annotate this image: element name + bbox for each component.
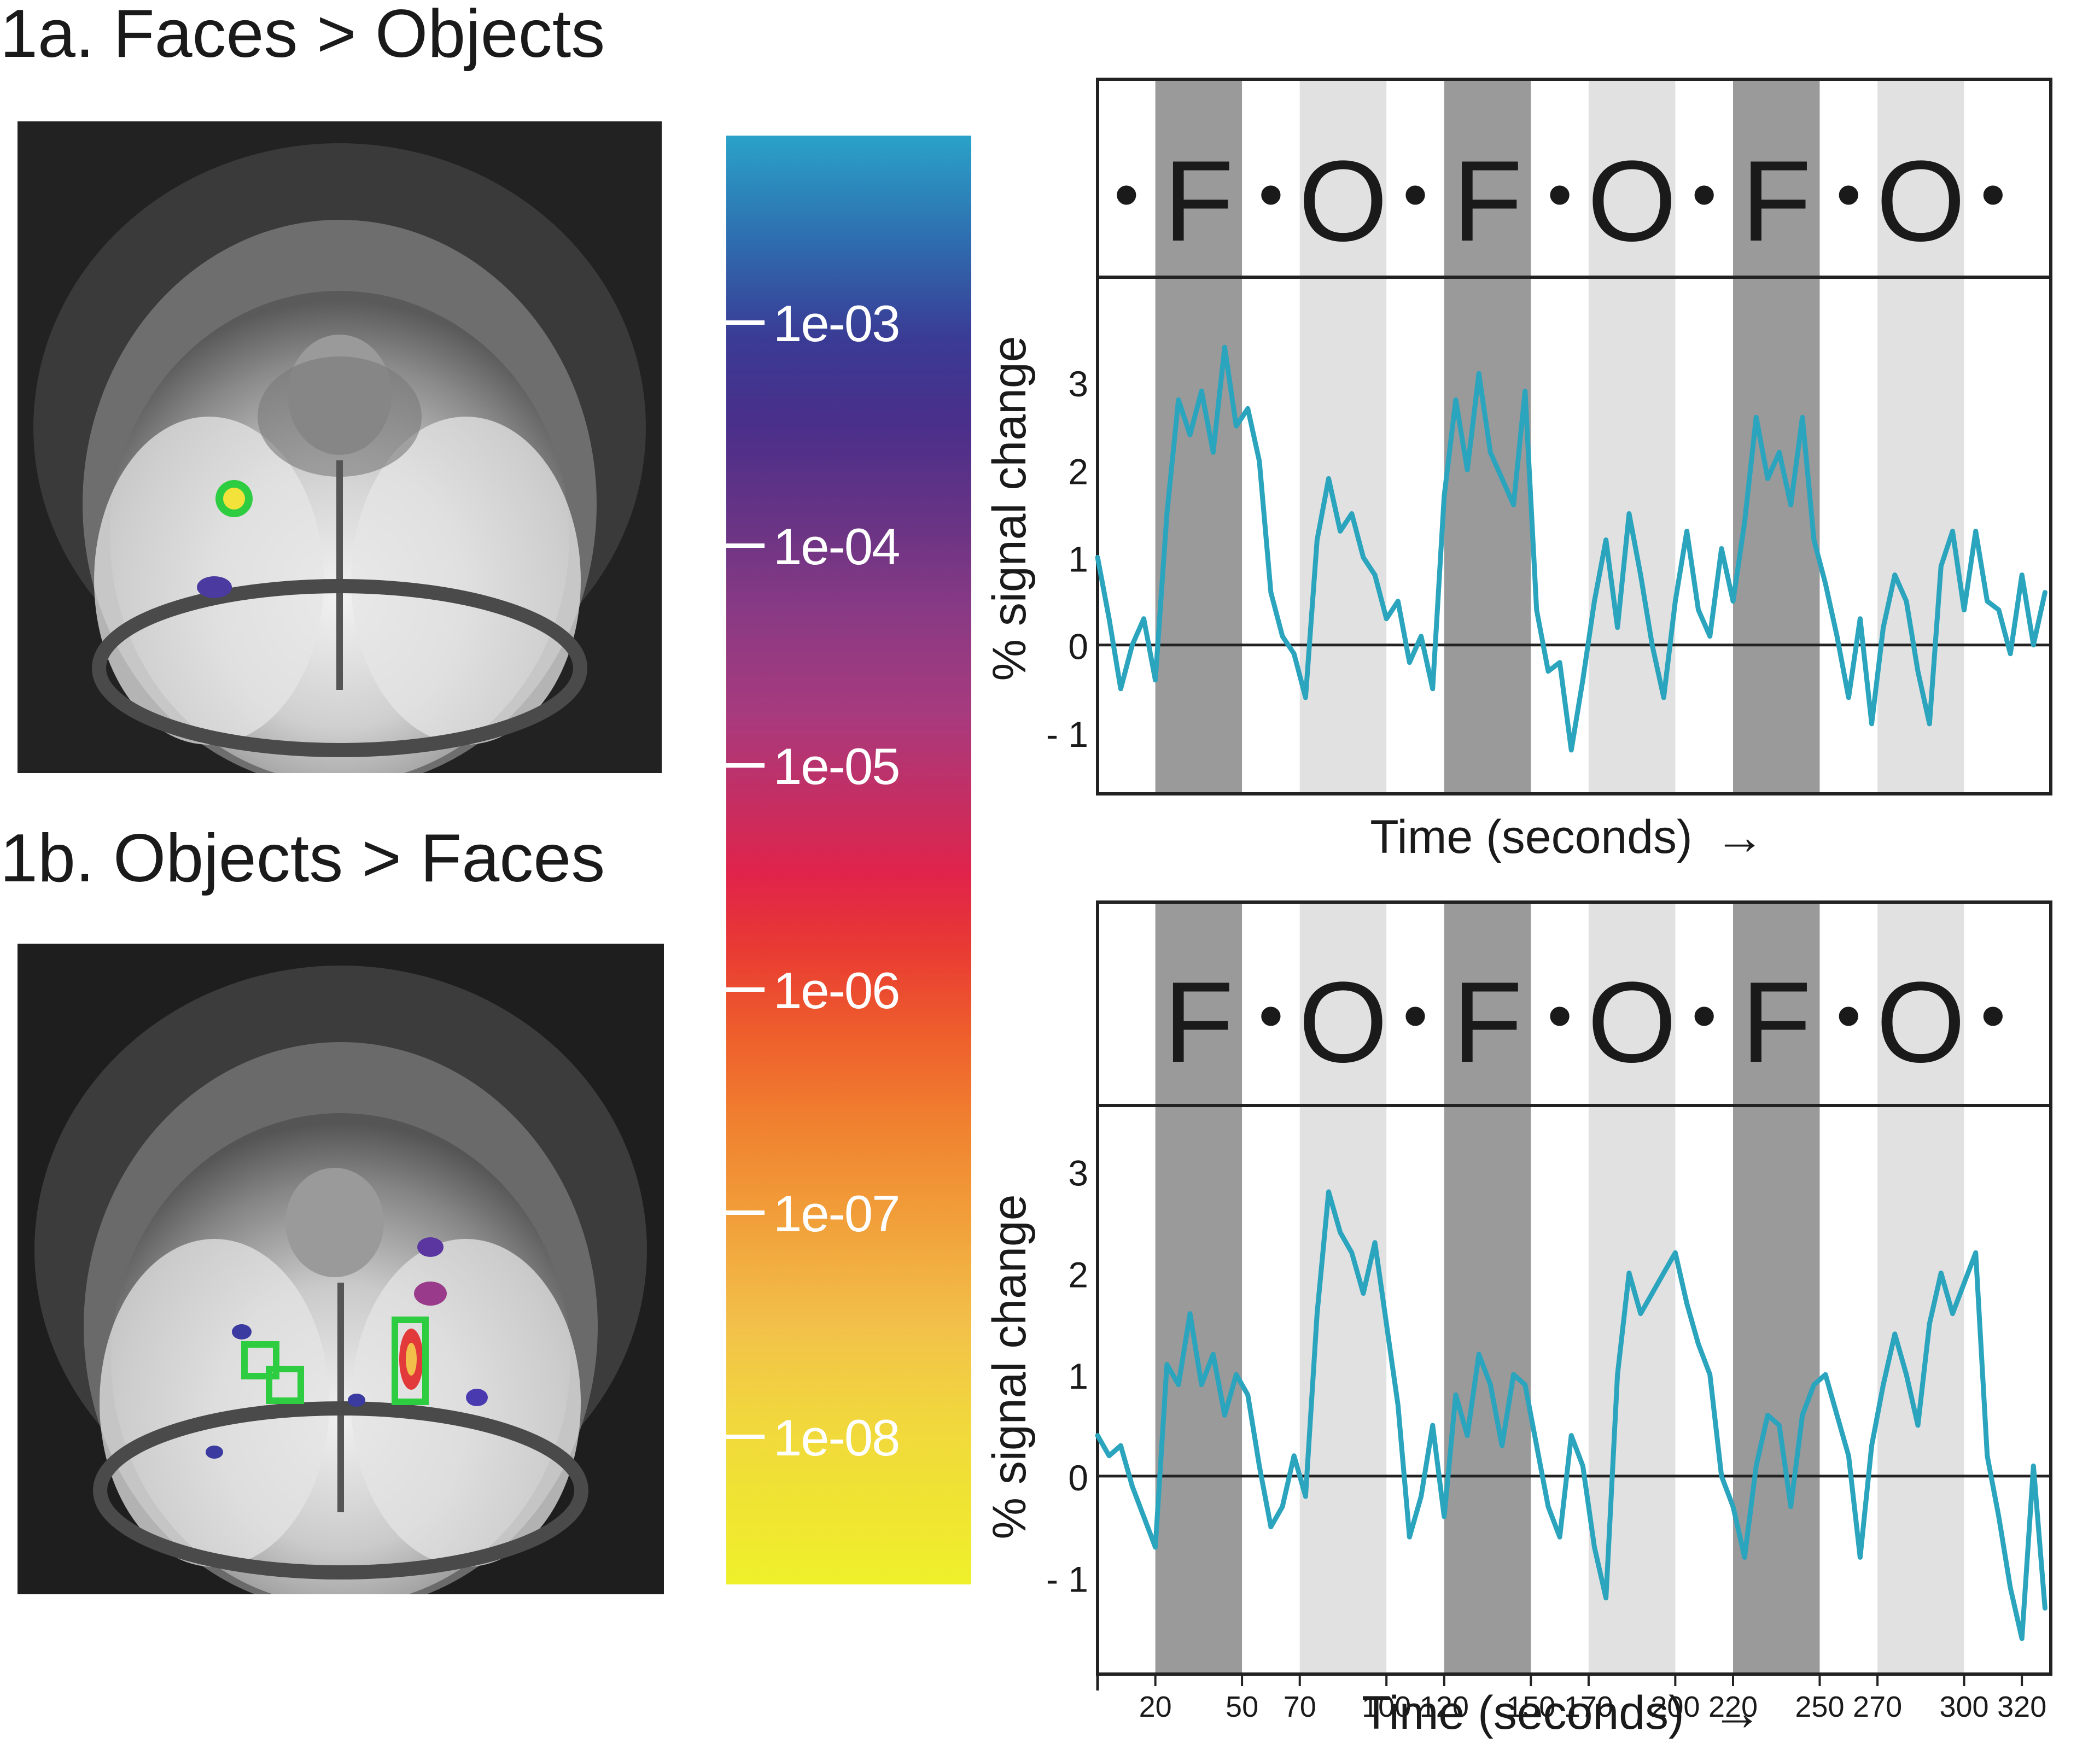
block-label-o: O	[1876, 958, 1965, 1086]
block-label-f: F	[1452, 958, 1522, 1086]
x-tick-label: 50	[1226, 1690, 1258, 1723]
x-tick-label: 250	[1795, 1690, 1844, 1723]
y-tick-label: - 1	[1046, 714, 1088, 754]
y-tick-label: - 1	[1046, 1559, 1088, 1600]
brain-slice-image-1a	[18, 121, 662, 773]
condition-block-f	[1444, 902, 1531, 1674]
signal-trace-series	[1095, 344, 2048, 753]
x-tick-label: 270	[1853, 1690, 1902, 1723]
block-label-f: F	[1741, 137, 1811, 265]
block-separator-dot: •	[1981, 154, 2006, 234]
block-separator-dot: •	[1836, 154, 1862, 234]
x-tick-label: 20	[1139, 1690, 1172, 1723]
y-tick-label: 0	[1068, 1458, 1088, 1498]
condition-block-f	[1155, 79, 1242, 794]
block-separator-dot: •	[1691, 154, 1717, 234]
block-separator-dot: •	[1691, 975, 1717, 1055]
signal-trace-series	[1095, 1189, 2048, 1641]
x-tick-label: 220	[1708, 1690, 1758, 1723]
y-axis-label: % signal change	[983, 336, 1036, 681]
condition-block-o	[1299, 79, 1387, 794]
block-separator-dot: •	[1114, 154, 1139, 234]
block-separator-dot: •	[1403, 975, 1428, 1055]
panel-title-1b: 1b. Objects > Faces	[0, 821, 605, 896]
condition-block-f	[1155, 902, 1242, 1674]
x-axis-label: Time (seconds)	[1370, 811, 1692, 863]
x-tick-label: 150	[1506, 1690, 1555, 1723]
block-separator-dot: •	[1258, 154, 1284, 234]
y-tick-label: 2	[1068, 1254, 1088, 1295]
block-separator-dot: •	[1836, 975, 1862, 1055]
activation-blobs-1a	[197, 480, 253, 598]
y-axis-label: % signal change	[983, 1194, 1036, 1539]
panel-title-1a: 1a. Faces > Objects	[0, 0, 605, 72]
x-tick-label: 200	[1650, 1690, 1700, 1723]
y-tick-label: 3	[1068, 364, 1088, 404]
plot-frame	[1096, 276, 2052, 795]
brain-slice-image-1b	[18, 944, 664, 1594]
x-axis-arrow: →	[1714, 809, 1765, 865]
block-label-o: O	[1587, 137, 1676, 265]
x-tick-label: 70	[1284, 1690, 1316, 1723]
block-separator-dot: •	[1547, 975, 1572, 1055]
block-separator-dot: •	[1547, 154, 1572, 234]
block-separator-dot: •	[1981, 975, 2006, 1055]
activation-blobs-1b	[206, 1237, 488, 1459]
block-label-o: O	[1876, 137, 1965, 265]
x-tick-label: 300	[1939, 1690, 1988, 1723]
block-separator-dot: •	[1258, 975, 1284, 1055]
x-tick-label: 120	[1420, 1690, 1469, 1723]
y-tick-label: 1	[1068, 539, 1088, 580]
condition-block-o	[1299, 902, 1387, 1674]
block-label-o: O	[1298, 137, 1387, 265]
block-label-f: F	[1741, 958, 1811, 1086]
p-value-colorbar: 1e-03 1e-04 1e-05 1e-06 1e-07 1e-08	[726, 136, 971, 1584]
condition-block-o	[1877, 902, 1964, 1674]
y-tick-label: 1	[1068, 1356, 1088, 1396]
y-tick-label: 0	[1068, 627, 1088, 667]
x-tick-label: 320	[1997, 1690, 2046, 1723]
block-label-o: O	[1587, 958, 1676, 1086]
block-label-f: F	[1164, 958, 1234, 1086]
y-tick-label: 2	[1068, 451, 1088, 492]
block-label-f: F	[1452, 137, 1522, 265]
plot-frame	[1096, 1104, 2052, 1676]
block-label-o: O	[1298, 958, 1387, 1086]
block-label-f: F	[1164, 137, 1234, 265]
y-tick-label: 3	[1068, 1153, 1088, 1194]
x-axis-arrow: →	[1712, 1685, 1762, 1741]
x-tick-label: 170	[1564, 1690, 1613, 1723]
x-tick-label: 100	[1362, 1690, 1411, 1723]
block-separator-dot: •	[1403, 154, 1428, 234]
x-axis-label: Time (seconds)	[1362, 1687, 1684, 1739]
